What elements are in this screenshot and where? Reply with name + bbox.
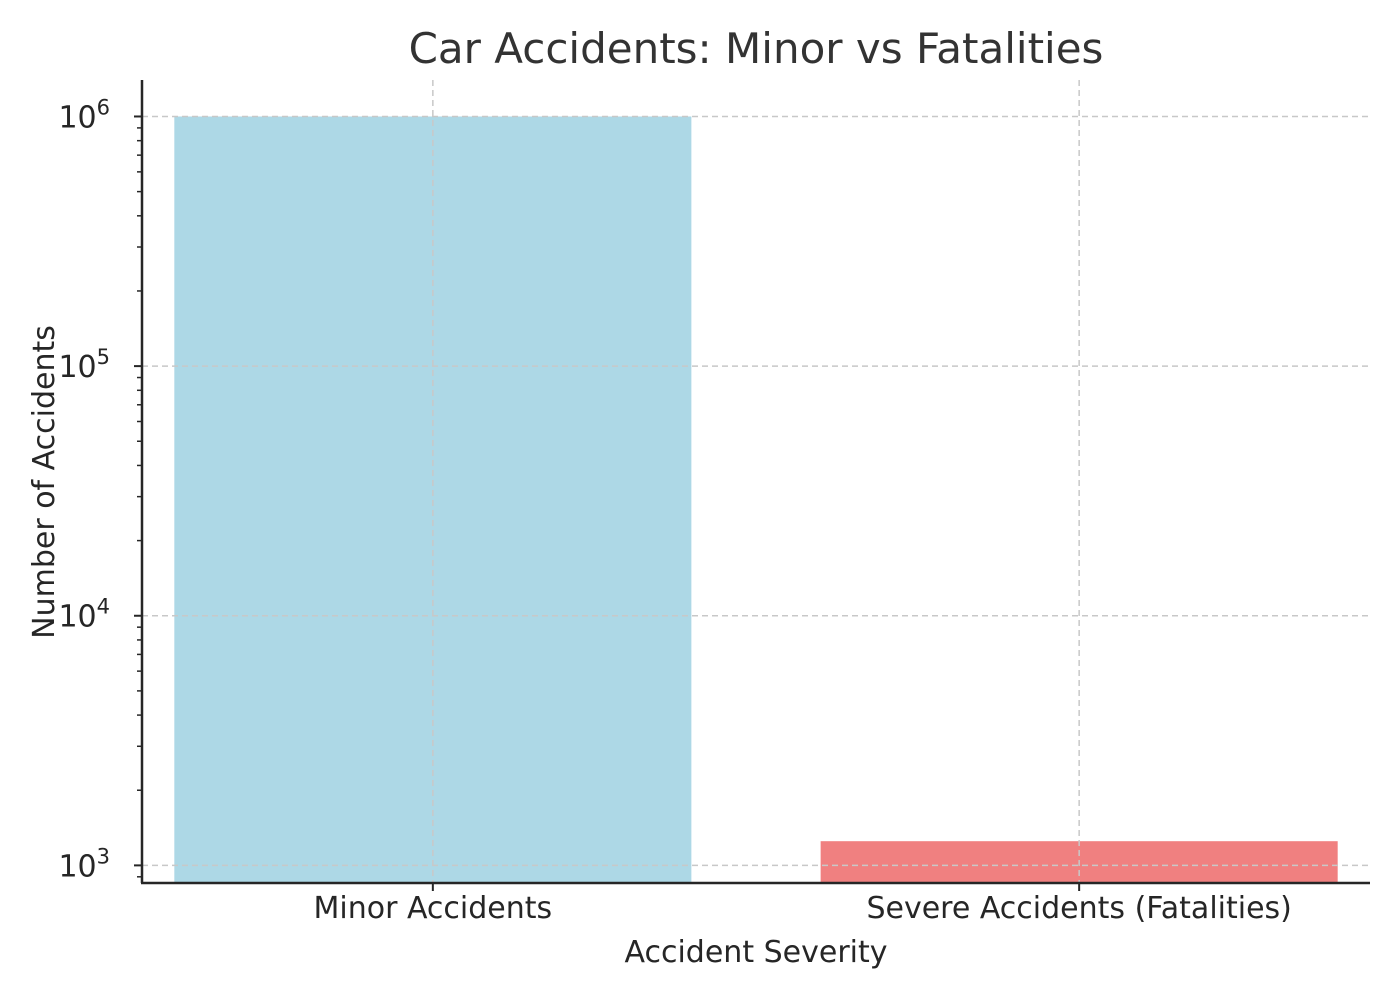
y-axis-ticks: 103 104 105 106 xyxy=(58,95,142,884)
gridlines xyxy=(142,80,1370,883)
x-tick-label: Minor Accidents xyxy=(313,891,552,926)
y-tick-label: 106 xyxy=(58,95,110,135)
y-minor-ticks xyxy=(137,127,142,878)
x-axis-ticks: Minor Accidents Severe Accidents (Fatalit… xyxy=(313,883,1292,926)
chart-title: Car Accidents: Minor vs Fatalities xyxy=(409,24,1104,73)
y-tick-label: 105 xyxy=(58,345,110,385)
bars xyxy=(174,116,1338,884)
y-tick-label: 104 xyxy=(58,595,110,635)
y-tick-label: 103 xyxy=(58,844,110,884)
x-tick-label: Severe Accidents (Fatalities) xyxy=(866,891,1291,926)
y-axis-title: Number of Accidents xyxy=(27,325,62,639)
x-axis-title: Accident Severity xyxy=(624,935,887,970)
